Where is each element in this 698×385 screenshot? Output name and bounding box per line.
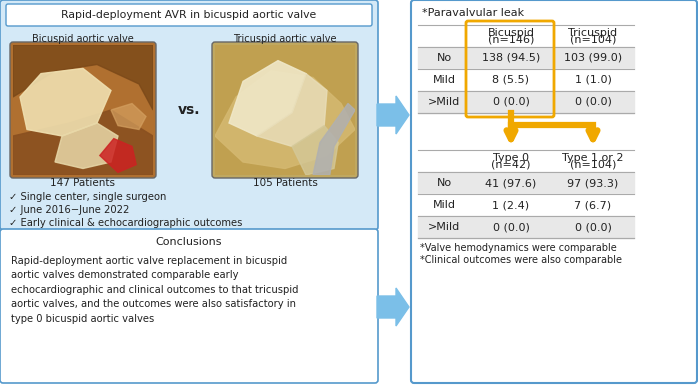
- Text: 103 (99.0): 103 (99.0): [564, 53, 622, 63]
- Text: Type 1 or 2: Type 1 or 2: [563, 153, 624, 163]
- Text: >Mild: >Mild: [428, 97, 460, 107]
- FancyArrow shape: [377, 96, 409, 134]
- Text: Tricuspid: Tricuspid: [568, 28, 618, 38]
- Text: 0 (0.0): 0 (0.0): [493, 222, 530, 232]
- Polygon shape: [215, 71, 355, 169]
- Polygon shape: [13, 45, 153, 110]
- Text: 1 (1.0): 1 (1.0): [574, 75, 611, 85]
- Text: (n=104): (n=104): [570, 35, 616, 45]
- Bar: [418, 47, 634, 69]
- Text: *Valve hemodynamics were comparable: *Valve hemodynamics were comparable: [420, 243, 617, 253]
- Text: Conclusions: Conclusions: [156, 237, 222, 247]
- Text: vs.: vs.: [178, 103, 200, 117]
- Text: (n=104): (n=104): [570, 160, 616, 170]
- Text: ✓ June 2016−June 2022: ✓ June 2016−June 2022: [9, 205, 129, 215]
- Polygon shape: [111, 104, 146, 129]
- Text: (n=42): (n=42): [491, 160, 530, 170]
- Text: *Clinical outcomes were also comparable: *Clinical outcomes were also comparable: [420, 255, 622, 265]
- Polygon shape: [257, 74, 327, 146]
- Bar: [418, 69, 634, 91]
- Text: ✓ Early clinical & echocardiographic outcomes: ✓ Early clinical & echocardiographic out…: [9, 218, 242, 228]
- Polygon shape: [20, 69, 111, 136]
- Polygon shape: [55, 123, 118, 169]
- Text: 138 (94.5): 138 (94.5): [482, 53, 540, 63]
- Text: Mild: Mild: [433, 75, 456, 85]
- Bar: [418, 194, 634, 216]
- Text: >Mild: >Mild: [428, 222, 460, 232]
- Text: Bicuspid: Bicuspid: [487, 28, 535, 38]
- Text: Rapid-deployment AVR in bicuspid aortic valve: Rapid-deployment AVR in bicuspid aortic …: [61, 10, 317, 20]
- Text: 147 Patients: 147 Patients: [50, 178, 115, 188]
- Polygon shape: [100, 139, 136, 172]
- FancyArrow shape: [377, 288, 409, 326]
- Text: *Paravalvular leak: *Paravalvular leak: [422, 8, 524, 18]
- Polygon shape: [229, 60, 306, 136]
- Polygon shape: [13, 110, 153, 175]
- Text: Rapid-deployment aortic valve replacement in bicuspid
aortic valves demonstrated: Rapid-deployment aortic valve replacemen…: [11, 256, 299, 324]
- FancyBboxPatch shape: [0, 229, 378, 383]
- FancyBboxPatch shape: [0, 0, 378, 230]
- Bar: [418, 172, 634, 194]
- Text: No: No: [436, 178, 452, 188]
- FancyBboxPatch shape: [212, 42, 358, 178]
- Text: 7 (6.7): 7 (6.7): [574, 200, 611, 210]
- Text: No: No: [436, 53, 452, 63]
- Text: 8 (5.5): 8 (5.5): [493, 75, 530, 85]
- Text: (n=146): (n=146): [488, 35, 534, 45]
- Text: Tricuspid aortic valve: Tricuspid aortic valve: [233, 34, 336, 44]
- Text: 1 (2.4): 1 (2.4): [492, 200, 530, 210]
- Bar: [418, 91, 634, 113]
- Bar: [418, 216, 634, 238]
- Text: Bicuspid aortic valve: Bicuspid aortic valve: [32, 34, 134, 44]
- Polygon shape: [313, 104, 355, 175]
- Text: 0 (0.0): 0 (0.0): [574, 97, 611, 107]
- Text: 0 (0.0): 0 (0.0): [574, 222, 611, 232]
- FancyBboxPatch shape: [10, 42, 156, 178]
- Text: ✓ Single center, single surgeon: ✓ Single center, single surgeon: [9, 192, 166, 202]
- Text: 41 (97.6): 41 (97.6): [485, 178, 537, 188]
- FancyBboxPatch shape: [411, 0, 697, 383]
- FancyBboxPatch shape: [6, 4, 372, 26]
- Polygon shape: [292, 126, 339, 175]
- Text: Mild: Mild: [433, 200, 456, 210]
- Text: 105 Patients: 105 Patients: [253, 178, 318, 188]
- Text: 97 (93.3): 97 (93.3): [567, 178, 618, 188]
- Text: Type 0: Type 0: [493, 153, 529, 163]
- Text: 0 (0.0): 0 (0.0): [493, 97, 530, 107]
